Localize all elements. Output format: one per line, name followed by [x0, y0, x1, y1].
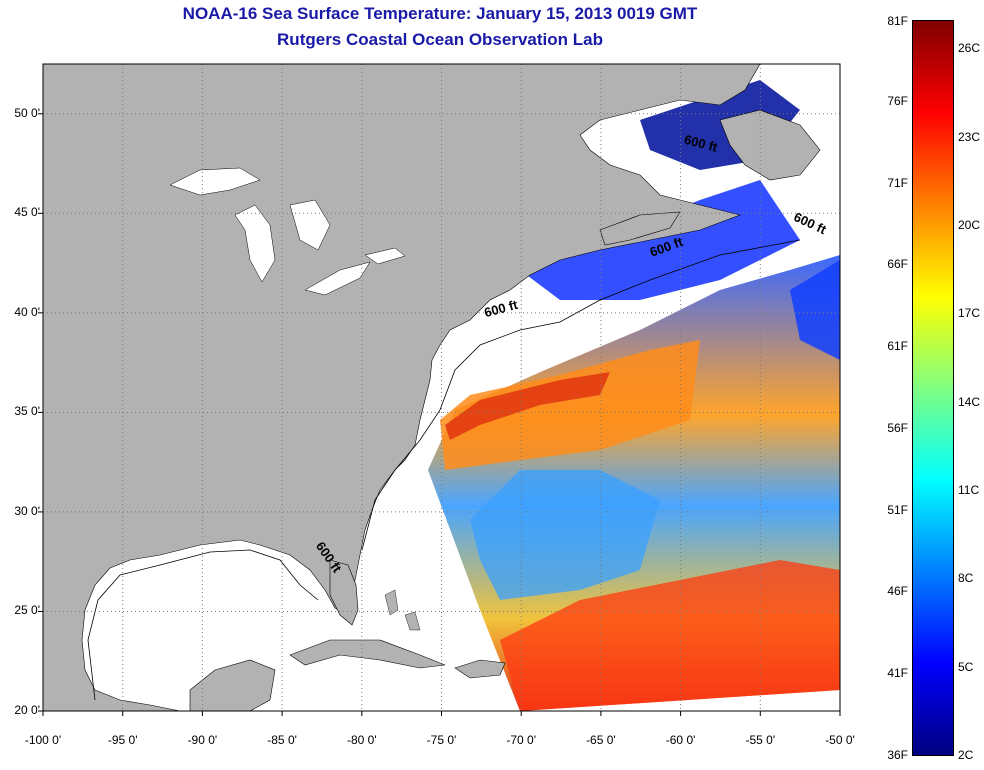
colorbar-label-celsius: 2C [958, 748, 974, 762]
y-tick-label: 40 0' [14, 304, 40, 319]
x-tick-label: -90 0' [187, 733, 218, 747]
x-tick-label: -60 0' [665, 733, 696, 747]
lake-erie-ontario [304, 247, 406, 296]
lake-superior [169, 167, 261, 196]
sst-north-cold [520, 180, 800, 300]
colorbar-label-celsius: 5C [958, 659, 974, 674]
colorbar-label-fahrenheit: 81F [887, 14, 908, 28]
y-tick-label: 25 0' [14, 603, 40, 618]
y-tick-label: 50 0' [14, 105, 40, 120]
axis-ticks [38, 113, 841, 716]
graticule [43, 64, 840, 711]
y-tick-label: 30 0' [14, 503, 40, 518]
colorbar-label-celsius: 11C [958, 483, 980, 498]
land-nova-scotia [599, 211, 681, 246]
colorbar-label-celsius: 23C [958, 129, 981, 144]
land-bahamas [384, 589, 421, 631]
sst-warm-band [440, 340, 700, 470]
land-yucatan [189, 659, 276, 711]
land-hispaniola [454, 659, 506, 679]
sst-gulfstream-core [445, 372, 610, 440]
lake-michigan-huron [234, 199, 331, 283]
colorbar-label-celsius: 14C [958, 394, 981, 409]
land-cuba [289, 639, 446, 669]
colorbar-label-celsius: 8C [958, 571, 974, 586]
map-title: NOAA-16 Sea Surface Temperature: January… [182, 4, 698, 23]
map-subtitle: Rutgers Coastal Ocean Observation Lab [277, 30, 603, 49]
y-tick-label: 20 0' [14, 703, 40, 717]
y-tick-label: 45 0' [14, 205, 40, 220]
x-tick-label: -100 0' [24, 733, 62, 747]
colorbar-label-celsius: 26C [958, 41, 981, 56]
x-tick-label: -55 0' [745, 733, 776, 747]
colorbar-label-fahrenheit: 41F [887, 666, 908, 681]
x-tick-label: -65 0' [586, 733, 616, 747]
sst-cool-zone [470, 470, 660, 600]
x-tick-label: -75 0' [426, 733, 457, 747]
isobath-600ft-gulf [87, 549, 319, 701]
y-tick-label: 35 0' [14, 404, 40, 419]
colorbar-label-fahrenheit: 51F [887, 502, 908, 517]
colorbar-label-fahrenheit: 71F [887, 175, 908, 190]
sst-east-cold [790, 260, 840, 360]
colorbar-label-celsius: 17C [958, 306, 981, 321]
colorbar-label-fahrenheit: 46F [887, 584, 908, 599]
land-florida [329, 559, 359, 626]
colorbar-label-celsius: 20C [958, 218, 981, 233]
x-tick-label: -85 0' [267, 733, 297, 747]
x-tick-label: -70 0' [506, 733, 537, 747]
land-newfoundland [719, 109, 821, 181]
sst-colorbar [912, 20, 954, 756]
colorbar-label-fahrenheit: 61F [887, 339, 908, 354]
x-tick-label: -80 0' [346, 733, 377, 747]
colorbar-label-fahrenheit: 56F [887, 420, 908, 435]
isobath-600ft-atlantic [361, 239, 801, 551]
colorbar-label-fahrenheit: 66F [887, 257, 908, 272]
sst-south-warm [500, 560, 840, 711]
colorbar-label-fahrenheit: 76F [887, 93, 908, 108]
x-tick-label: -95 0' [107, 733, 138, 747]
colorbar-label-fahrenheit: 36F [887, 748, 908, 762]
x-tick-label: -50 0' [825, 733, 855, 747]
